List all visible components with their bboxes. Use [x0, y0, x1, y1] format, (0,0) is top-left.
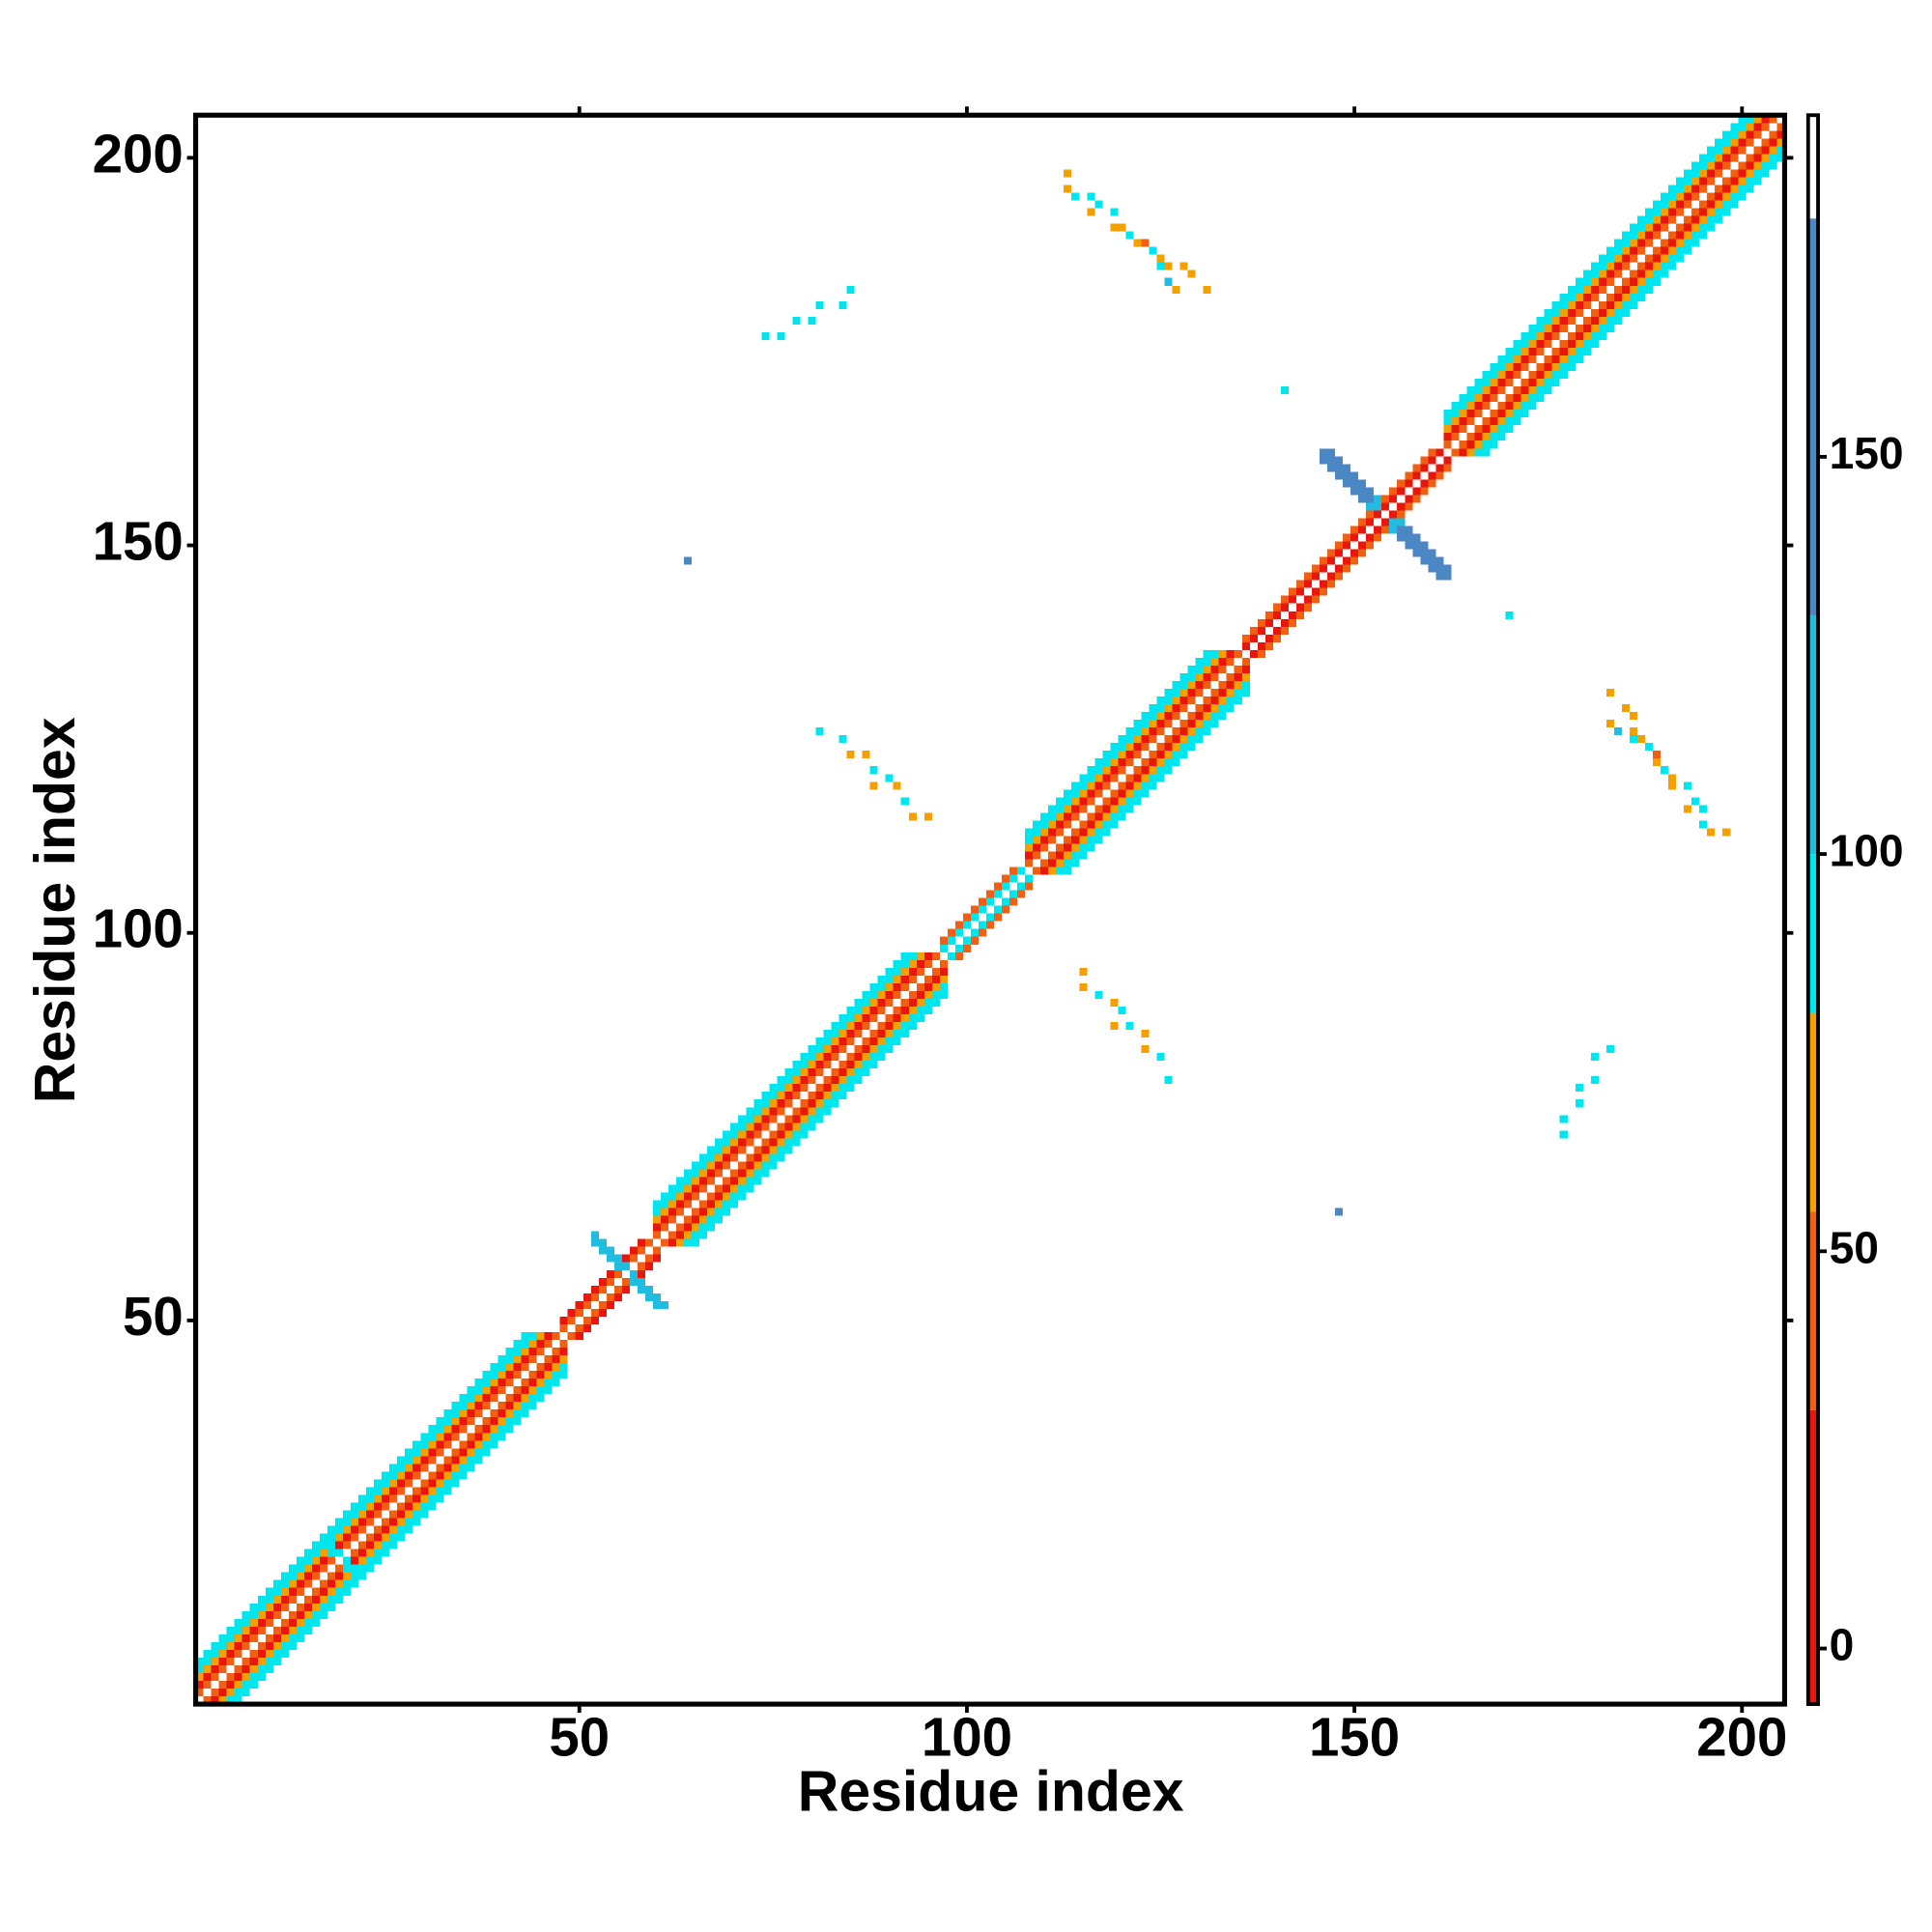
colorbar-segment: [1807, 615, 1819, 855]
contact-cell: [319, 1533, 367, 1580]
contact-cell: [590, 1238, 661, 1309]
colorbar-segment: [1807, 854, 1819, 1013]
contact-cell: [327, 1548, 352, 1573]
contact-cell: [590, 1231, 669, 1309]
y-tick-label: 50: [123, 1286, 184, 1347]
colorbar-frame: [1805, 113, 1820, 1707]
contact-cell: [621, 1262, 638, 1278]
contact-cell: [1358, 495, 1406, 542]
contact-cell: [613, 1262, 638, 1286]
x-tick-label: 50: [549, 1706, 610, 1767]
colorbar-segment: [1807, 1012, 1819, 1212]
colorbar-segment: [1807, 218, 1819, 616]
diagonal-band: [939, 867, 1034, 960]
contact-cell: [1366, 502, 1398, 534]
diagonal-band: [652, 952, 948, 1247]
contact-cell: [598, 1246, 653, 1301]
x-tick-label: 100: [922, 1706, 1012, 1767]
contact-cell: [606, 1246, 653, 1293]
contact-cell: [598, 1238, 661, 1301]
x-tick-label: 200: [1696, 1706, 1787, 1767]
contact-cell: [606, 1254, 645, 1293]
colorbar-tick-label: 150: [1830, 428, 1904, 478]
contact-cell: [1358, 487, 1413, 542]
contact-cell: [1374, 495, 1406, 526]
y-axis-label: Residue index: [24, 717, 87, 1103]
y-tick-label: 200: [93, 123, 184, 184]
plot-frame: [193, 112, 1787, 1707]
contact-cell: [1366, 495, 1406, 534]
colorbar-segment: [1807, 1409, 1819, 1705]
x-axis-label: Residue index: [798, 1761, 1184, 1824]
y-tick-label: 100: [93, 898, 184, 959]
colorbar-segment: [1807, 1211, 1819, 1410]
y-tick-label: 150: [93, 510, 184, 571]
contact-cell: [1350, 487, 1413, 550]
x-tick-label: 150: [1309, 1706, 1400, 1767]
colorbar-tick-label: 50: [1830, 1223, 1879, 1273]
colorbar-tick-label: 0: [1830, 1620, 1855, 1670]
contact-cell: [334, 1548, 352, 1565]
diagonal-band: [195, 1331, 568, 1705]
contact-cell: [1358, 479, 1421, 542]
colorbar-tick-label: 100: [1830, 825, 1904, 875]
colorbar-segment: [1807, 115, 1819, 219]
contact-cell: [1350, 479, 1421, 550]
contact-cell: [1374, 502, 1398, 526]
contact-cell: [319, 1541, 359, 1580]
contact-cell: [1366, 487, 1413, 534]
